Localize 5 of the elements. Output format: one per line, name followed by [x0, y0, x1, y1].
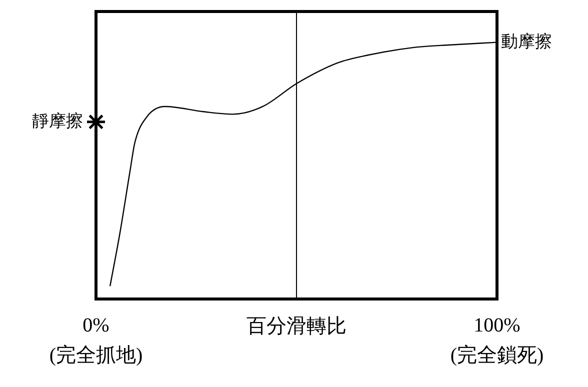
series-label: 靜摩擦	[32, 111, 83, 130]
x-tick-label: 0% (完全抓地)	[49, 314, 143, 366]
annotation: 動摩擦	[501, 32, 552, 51]
x-axis-title: 百分滑轉比	[246, 315, 346, 338]
x-tick-label: 100% (完全鎖死)	[450, 314, 544, 366]
